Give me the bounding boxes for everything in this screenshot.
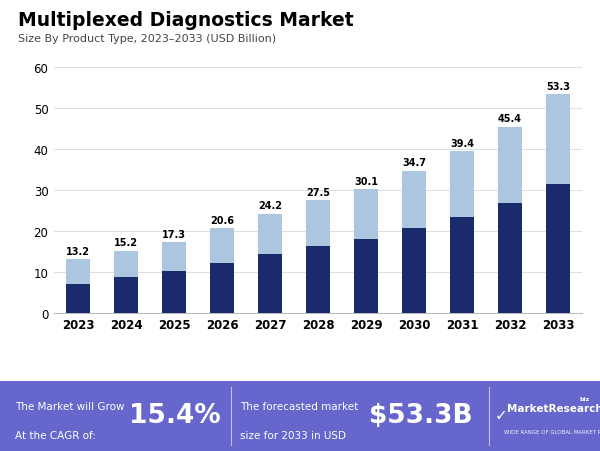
Bar: [161, 272, 187, 313]
Text: 15.2: 15.2: [114, 238, 138, 248]
Bar: [113, 278, 139, 313]
Bar: [65, 284, 91, 313]
Text: 13.2: 13.2: [66, 246, 90, 256]
Bar: [209, 229, 235, 263]
Bar: [113, 251, 139, 278]
Text: ✓: ✓: [495, 407, 508, 422]
Bar: [401, 171, 427, 229]
Bar: [353, 190, 379, 239]
Text: 17.3: 17.3: [162, 229, 186, 239]
Text: The forecasted market: The forecasted market: [240, 400, 358, 411]
Bar: [449, 152, 475, 217]
Bar: [65, 259, 91, 284]
Bar: [257, 254, 283, 313]
Bar: [497, 127, 523, 204]
Bar: [305, 201, 331, 247]
Text: 45.4: 45.4: [498, 114, 522, 124]
Text: 15.4%: 15.4%: [129, 402, 221, 428]
Bar: [257, 214, 283, 254]
Bar: [545, 184, 571, 313]
Bar: [161, 243, 187, 272]
Text: The Market will Grow: The Market will Grow: [15, 400, 125, 411]
Bar: [449, 217, 475, 313]
Bar: [497, 204, 523, 313]
Bar: [209, 263, 235, 313]
Bar: [353, 239, 379, 313]
Text: 39.4: 39.4: [450, 138, 474, 149]
Text: At the CAGR of:: At the CAGR of:: [15, 430, 96, 440]
Text: MarketResearch: MarketResearch: [507, 403, 600, 413]
Text: 34.7: 34.7: [402, 158, 426, 168]
Text: 24.2: 24.2: [258, 201, 282, 211]
Text: biz: biz: [580, 396, 590, 401]
Text: Multiplexed Diagnostics Market: Multiplexed Diagnostics Market: [18, 11, 353, 30]
Bar: [305, 247, 331, 313]
Text: 20.6: 20.6: [210, 216, 234, 226]
Text: Size By Product Type, 2023–2033 (USD Billion): Size By Product Type, 2023–2033 (USD Bil…: [18, 34, 276, 44]
Text: $53.3B: $53.3B: [369, 402, 473, 428]
Text: WIDE RANGE OF GLOBAL MARKET REPORTS: WIDE RANGE OF GLOBAL MARKET REPORTS: [504, 429, 600, 434]
Text: 27.5: 27.5: [306, 188, 330, 198]
Text: 53.3: 53.3: [546, 82, 570, 92]
Bar: [545, 95, 571, 184]
Bar: [401, 229, 427, 313]
FancyBboxPatch shape: [0, 381, 600, 451]
Text: 30.1: 30.1: [354, 177, 378, 187]
Text: size for 2033 in USD: size for 2033 in USD: [240, 430, 346, 440]
